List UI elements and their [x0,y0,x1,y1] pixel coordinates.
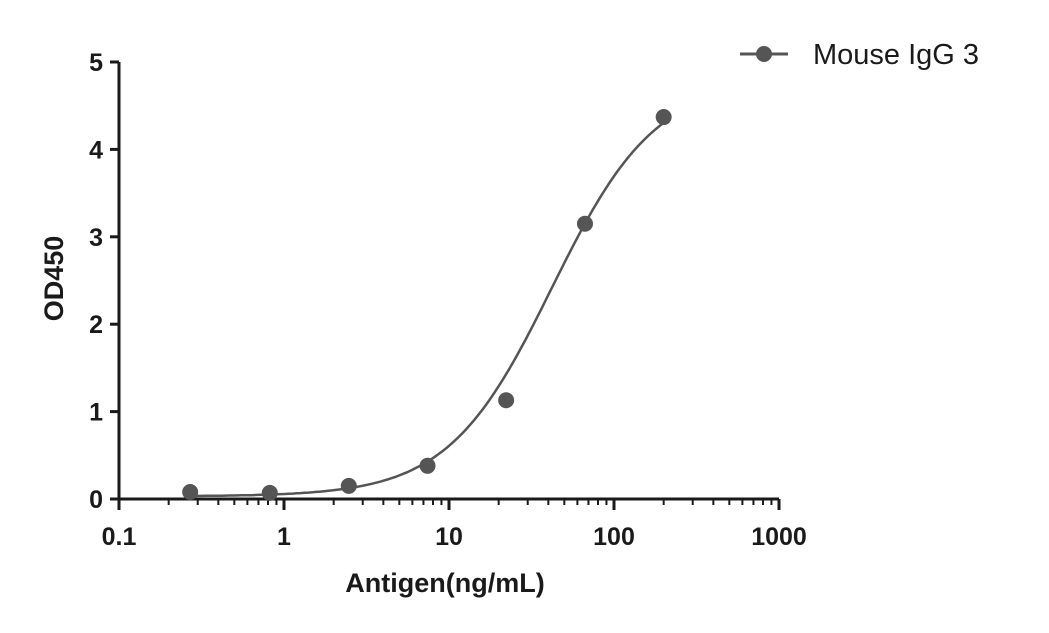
y-axis-title: OD450 [39,236,69,322]
x-axis-title: Antigen(ng/mL) [345,568,544,598]
x-ticks: 0.1 1 10 100 1000 [102,499,807,551]
x-tick-label: 1 [277,523,291,551]
data-point [182,484,199,501]
x-tick-label: 100 [593,523,635,551]
data-point [655,109,672,126]
y-tick-label: 1 [89,399,103,427]
legend-label: Mouse IgG 3 [813,39,979,71]
data-point [340,477,357,494]
data-points [182,109,672,501]
x-tick-label: 1000 [751,523,807,551]
x-tick-label: 0.1 [102,523,137,551]
y-tick-label: 4 [89,136,103,164]
data-point [419,457,436,474]
legend: Mouse IgG 3 [740,39,979,71]
y-tick-label: 0 [89,486,103,514]
legend-marker [756,46,772,62]
y-tick-label: 2 [89,311,103,339]
data-point [576,215,593,232]
axes [117,62,779,501]
y-tick-label: 3 [89,224,103,252]
y-ticks: 0 1 2 3 4 5 [89,49,119,514]
fit-curve [190,121,665,498]
x-tick-label: 10 [435,523,463,551]
data-point [261,484,278,501]
data-point [498,392,515,409]
y-tick-label: 5 [89,49,103,77]
